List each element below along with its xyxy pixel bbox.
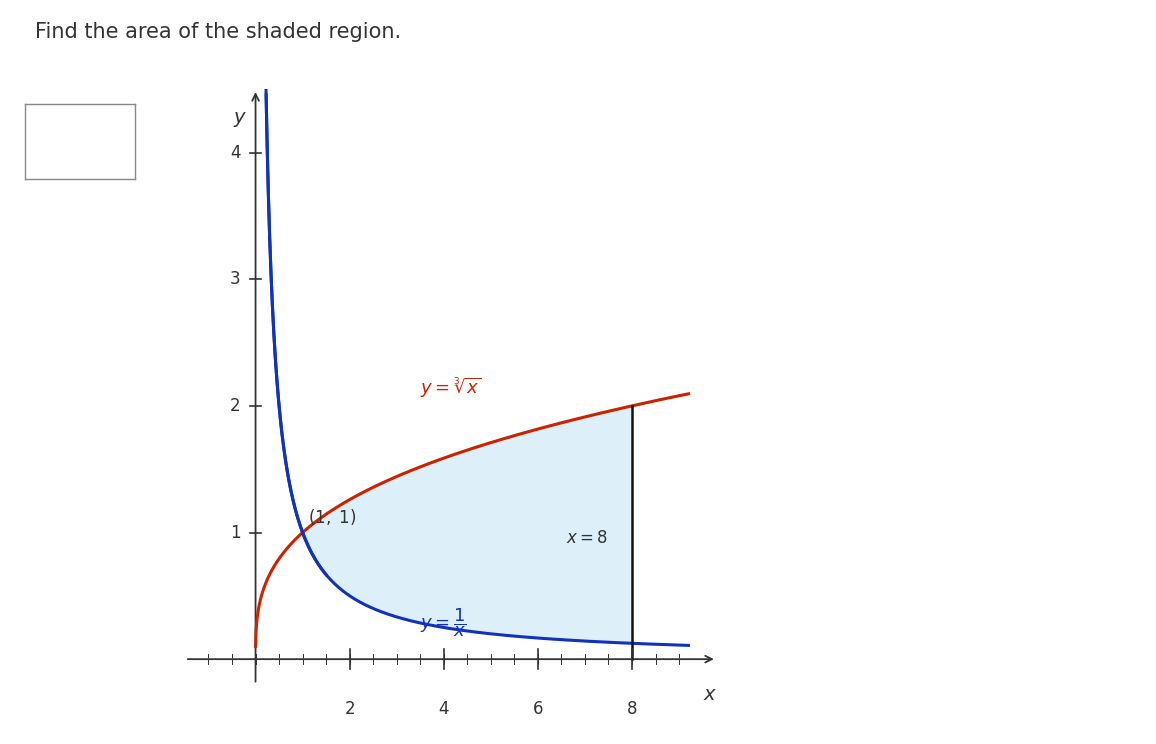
Text: 2: 2: [230, 397, 240, 415]
Text: 1: 1: [230, 524, 240, 542]
Text: y: y: [234, 109, 245, 127]
Text: x: x: [704, 685, 716, 704]
Text: 4: 4: [438, 699, 449, 718]
Text: 6: 6: [533, 699, 543, 718]
Text: 8: 8: [627, 699, 637, 718]
Text: 3: 3: [230, 270, 240, 288]
Text: Find the area of the shaded region.: Find the area of the shaded region.: [35, 22, 401, 42]
Text: $(1,\ 1)$: $(1,\ 1)$: [309, 507, 357, 527]
Text: $y = \sqrt[3]{x}$: $y = \sqrt[3]{x}$: [421, 376, 482, 400]
Text: 4: 4: [230, 144, 240, 161]
Text: 2: 2: [344, 699, 355, 718]
Text: $y = \dfrac{1}{x}$: $y = \dfrac{1}{x}$: [421, 606, 467, 638]
Text: $x = 8$: $x = 8$: [566, 528, 608, 547]
